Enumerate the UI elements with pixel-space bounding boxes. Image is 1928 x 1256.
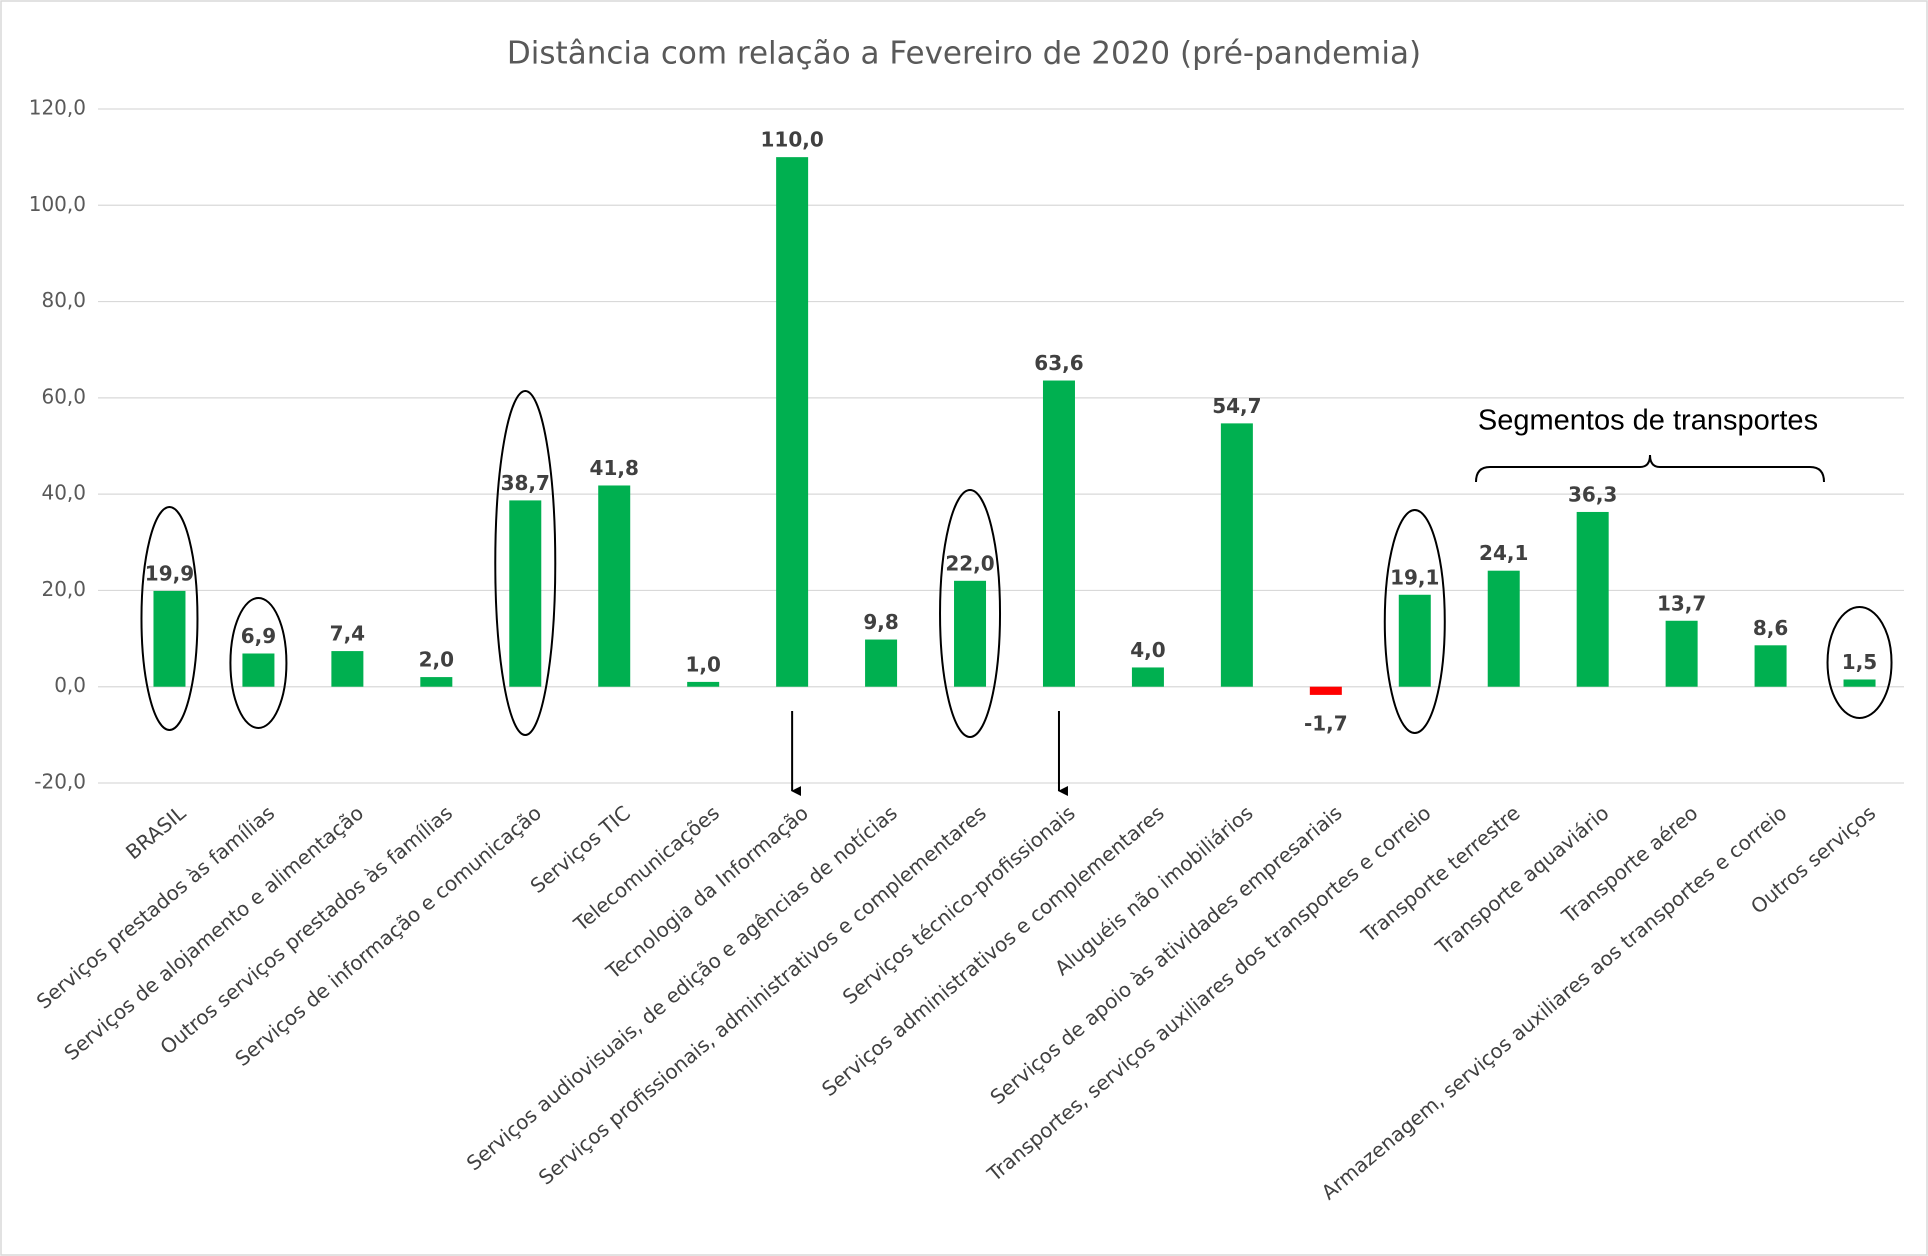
data-label: 1,0 bbox=[685, 652, 720, 676]
bar bbox=[420, 677, 453, 687]
data-label: 19,1 bbox=[1390, 565, 1439, 589]
data-label: 19,9 bbox=[145, 561, 194, 585]
data-label: 24,1 bbox=[1479, 541, 1528, 565]
bar bbox=[776, 157, 809, 687]
data-label: 1,5 bbox=[1842, 650, 1877, 674]
bar bbox=[1398, 594, 1431, 687]
data-label: 54,7 bbox=[1212, 394, 1261, 418]
highlight-ellipse bbox=[229, 597, 288, 729]
data-label: 4,0 bbox=[1130, 638, 1165, 662]
highlight-ellipse bbox=[1383, 509, 1446, 734]
data-label: 110,0 bbox=[760, 128, 823, 152]
bar bbox=[1754, 645, 1787, 687]
bar bbox=[954, 580, 987, 687]
annotation: Segmentos de transportes bbox=[1478, 405, 1818, 437]
data-label: 38,7 bbox=[501, 471, 550, 495]
bar bbox=[509, 500, 542, 687]
data-label: 22,0 bbox=[945, 551, 994, 575]
data-label: 8,6 bbox=[1753, 616, 1788, 640]
bar bbox=[865, 639, 898, 687]
y-tick-label: 20,0 bbox=[41, 577, 86, 601]
data-label: 7,4 bbox=[330, 622, 365, 646]
highlight-ellipse bbox=[939, 489, 1002, 738]
data-label: 36,3 bbox=[1568, 482, 1617, 506]
bar bbox=[1487, 570, 1520, 687]
y-tick-label: 60,0 bbox=[41, 384, 86, 408]
brace bbox=[1475, 454, 1825, 483]
highlight-ellipse bbox=[494, 390, 557, 736]
y-tick-label: 40,0 bbox=[41, 481, 86, 505]
data-label: 9,8 bbox=[863, 610, 898, 634]
bar bbox=[687, 681, 720, 687]
bar bbox=[242, 653, 275, 687]
data-label: 6,9 bbox=[241, 624, 276, 648]
bar bbox=[1843, 679, 1876, 687]
data-label: -1,7 bbox=[1304, 711, 1348, 735]
bar bbox=[1131, 667, 1164, 687]
y-tick-label: 100,0 bbox=[29, 192, 86, 216]
data-label: 2,0 bbox=[419, 648, 454, 672]
y-tick-label: 0,0 bbox=[54, 673, 86, 697]
highlight-ellipse bbox=[1826, 606, 1893, 719]
bar bbox=[1042, 380, 1075, 687]
data-label: 63,6 bbox=[1034, 351, 1083, 375]
data-label: 13,7 bbox=[1657, 591, 1706, 615]
data-label: 41,8 bbox=[590, 456, 639, 480]
bar bbox=[1309, 686, 1342, 695]
y-tick-label: -20,0 bbox=[34, 770, 86, 794]
bar bbox=[153, 590, 186, 687]
bar bbox=[1220, 423, 1253, 687]
y-tick-label: 80,0 bbox=[41, 288, 86, 312]
bar bbox=[598, 485, 631, 687]
bar bbox=[331, 651, 364, 687]
bar bbox=[1576, 511, 1609, 687]
y-tick-label: 120,0 bbox=[29, 96, 86, 120]
chart-title: Distância com relação a Fevereiro de 202… bbox=[507, 36, 1421, 72]
highlight-ellipse bbox=[140, 506, 199, 731]
bar bbox=[1665, 620, 1698, 687]
